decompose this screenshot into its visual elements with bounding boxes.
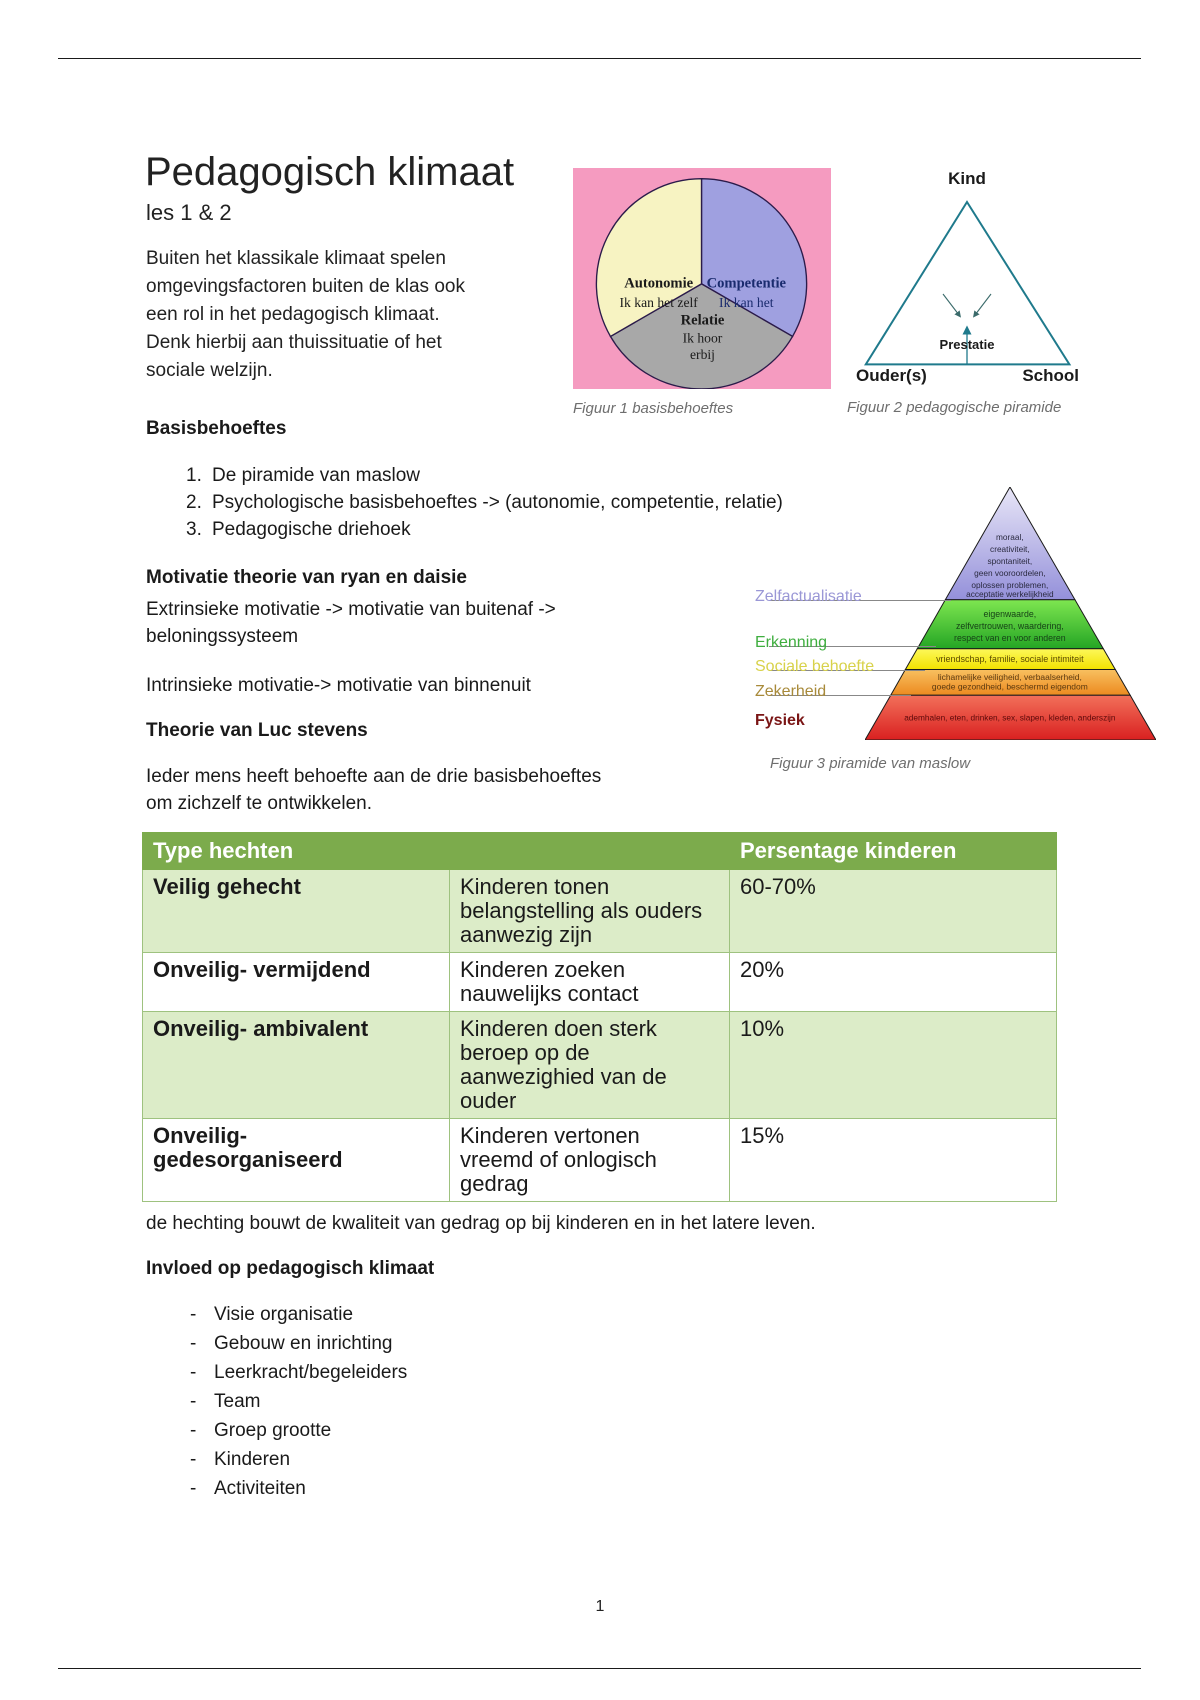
svg-text:creativiteit,: creativiteit,: [990, 544, 1030, 554]
svg-text:lichamelijke veiligheid, verba: lichamelijke veiligheid, verbaalserheid,: [938, 672, 1082, 682]
svg-text:ademhalen, eten, drinken, sex,: ademhalen, eten, drinken, sex, slapen, k…: [904, 713, 1116, 723]
svg-text:Prestatie: Prestatie: [940, 337, 995, 352]
svg-text:geen vooroordelen,: geen vooroordelen,: [974, 568, 1045, 578]
svg-text:Ik kan het: Ik kan het: [719, 295, 774, 310]
svg-text:Ik kan het zelf: Ik kan het zelf: [620, 295, 699, 310]
svg-text:School: School: [1022, 366, 1079, 385]
svg-text:Ouder(s): Ouder(s): [856, 366, 927, 385]
svg-text:moraal,: moraal,: [996, 532, 1024, 542]
svg-text:vriendschap, familie, sociale: vriendschap, familie, sociale intimiteit: [936, 654, 1084, 664]
svg-text:erbij: erbij: [690, 347, 715, 362]
svg-text:Competentie: Competentie: [707, 276, 787, 292]
svg-text:Relatie: Relatie: [681, 313, 725, 329]
svg-text:Ik hoor: Ik hoor: [683, 330, 723, 345]
svg-text:acceptatie werkelijkheid: acceptatie werkelijkheid: [966, 589, 1054, 599]
svg-text:Autonomie: Autonomie: [624, 276, 693, 292]
svg-text:zelfvertrouwen, waardering,: zelfvertrouwen, waardering,: [956, 621, 1064, 631]
svg-text:spontaniteit,: spontaniteit,: [988, 556, 1033, 566]
svg-text:Kind: Kind: [948, 172, 986, 188]
svg-text:eigenwaarde,: eigenwaarde,: [984, 609, 1037, 619]
svg-text:goede gezondheid, beschermd ei: goede gezondheid, beschermd eigendom: [932, 682, 1088, 692]
svg-text:respect van en voor anderen: respect van en voor anderen: [954, 633, 1066, 643]
